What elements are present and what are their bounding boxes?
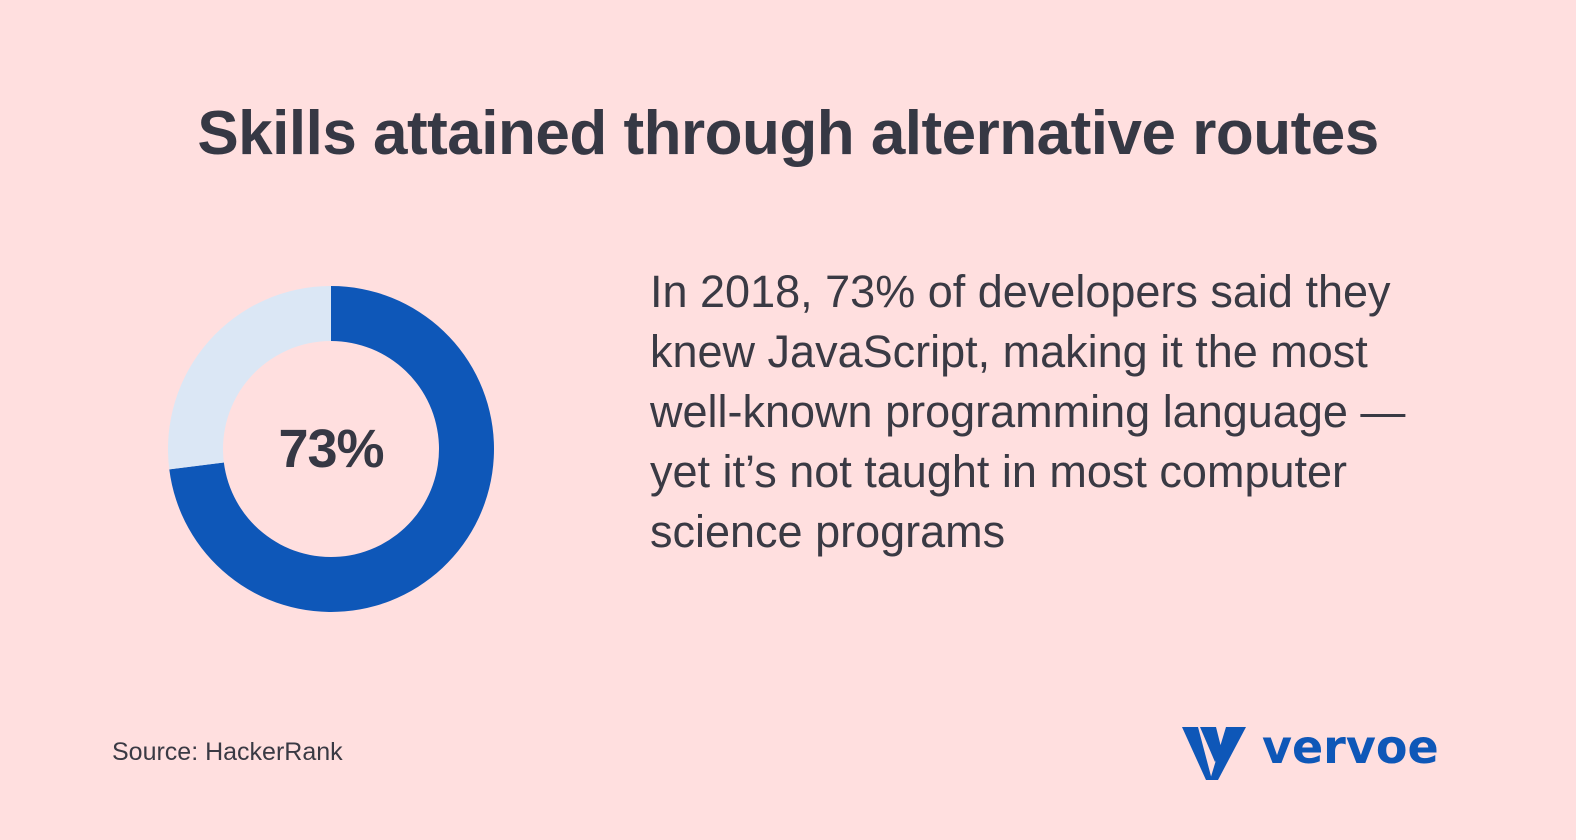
donut-chart: 73%	[167, 285, 495, 613]
source-label: Source: HackerRank	[112, 738, 343, 766]
vervoe-logo: vervoe	[1182, 720, 1439, 782]
donut-center-label: 73%	[278, 419, 384, 479]
donut-slice-0	[169, 286, 494, 612]
donut-slice-1	[168, 286, 331, 470]
vervoe-wordmark: vervoe	[1262, 720, 1439, 774]
chart-title: Skills attained through alternative rout…	[197, 99, 1379, 168]
description-text: In 2018, 73% of developers said they kne…	[650, 266, 1406, 557]
donut-svg	[168, 286, 494, 612]
vervoe-v-icon	[1182, 727, 1246, 780]
